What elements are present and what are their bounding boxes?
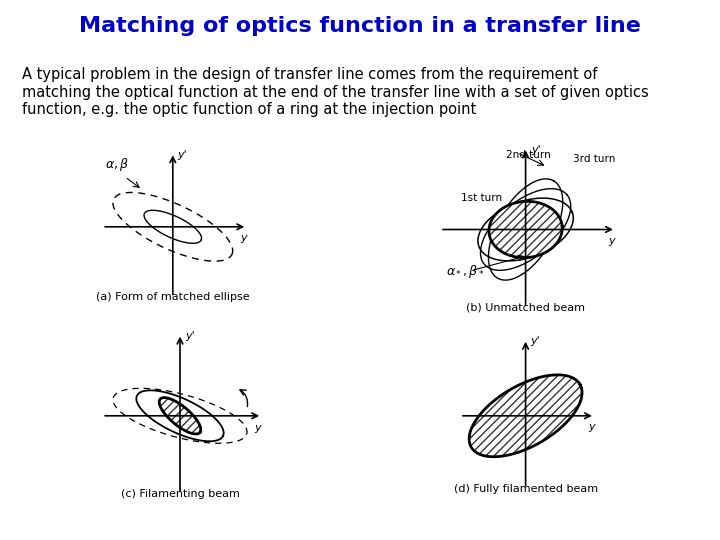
- Text: y': y': [531, 145, 541, 155]
- Text: y: y: [254, 423, 261, 433]
- Text: (c) Filamenting beam: (c) Filamenting beam: [120, 489, 240, 499]
- Text: (d) Fully filamented beam: (d) Fully filamented beam: [454, 483, 598, 494]
- Text: 2nd turn: 2nd turn: [506, 150, 551, 160]
- Polygon shape: [489, 201, 562, 258]
- Text: y': y': [185, 332, 195, 341]
- Text: Matching of optics function in a transfer line: Matching of optics function in a transfe…: [79, 16, 641, 36]
- Text: (a) Form of matched ellipse: (a) Form of matched ellipse: [96, 292, 250, 302]
- Text: $\alpha,\beta$: $\alpha,\beta$: [105, 156, 130, 173]
- Text: A typical problem in the design of transfer line comes from the requirement of
m: A typical problem in the design of trans…: [22, 68, 648, 117]
- Text: (b) Unmatched beam: (b) Unmatched beam: [466, 302, 585, 313]
- Polygon shape: [469, 375, 582, 457]
- Text: y: y: [608, 237, 614, 246]
- Text: $\alpha_*,\beta_*$: $\alpha_*,\beta_*$: [446, 263, 485, 280]
- Text: y': y': [530, 336, 539, 346]
- Text: y': y': [178, 150, 187, 160]
- Text: 3rd turn: 3rd turn: [573, 154, 616, 164]
- Text: y: y: [240, 233, 246, 243]
- Text: y: y: [588, 422, 595, 433]
- Polygon shape: [159, 397, 201, 434]
- Text: 1st turn: 1st turn: [461, 193, 502, 204]
